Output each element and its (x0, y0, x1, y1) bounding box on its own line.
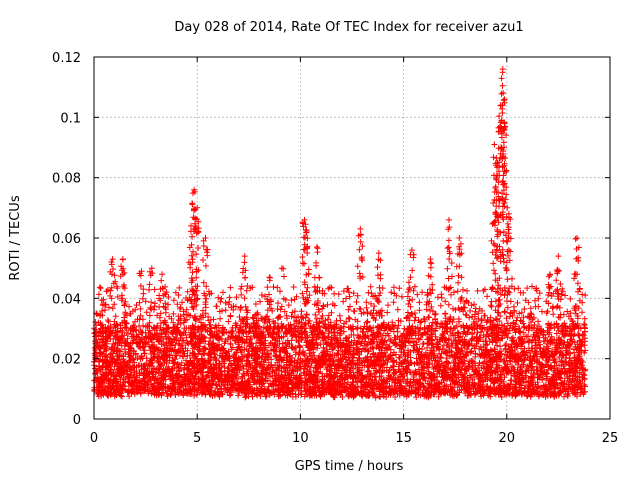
y-tick-label: 0.02 (52, 353, 81, 368)
y-axis-label: ROTI / TECUs (8, 195, 23, 280)
y-tick-label: 0 (73, 413, 81, 428)
data-points (91, 66, 589, 401)
x-tick-label: 15 (395, 431, 412, 446)
x-tick-label: 20 (499, 431, 516, 446)
x-tick-label: 10 (292, 431, 309, 446)
x-tick-label: 25 (602, 431, 619, 446)
x-tick-label: 5 (193, 431, 201, 446)
y-tick-label: 0.06 (52, 232, 81, 247)
axis-ticks (93, 56, 611, 420)
y-tick-label: 0.08 (52, 172, 81, 187)
y-tick-label: 0.1 (60, 111, 81, 126)
x-tick-label: 0 (90, 431, 98, 446)
roti-marker-series (91, 66, 589, 401)
y-tick-label: 0.04 (52, 292, 81, 307)
x-axis-label: GPS time / hours (295, 459, 404, 474)
x-tick-labels: 0 5 10 15 20 25 (90, 431, 618, 446)
chart-title: Day 028 of 2014, Rate Of TEC Index for r… (174, 20, 523, 35)
y-tick-labels: 0 0.02 0.04 0.06 0.08 0.1 0.12 (52, 51, 81, 428)
y-tick-label: 0.12 (52, 51, 81, 66)
